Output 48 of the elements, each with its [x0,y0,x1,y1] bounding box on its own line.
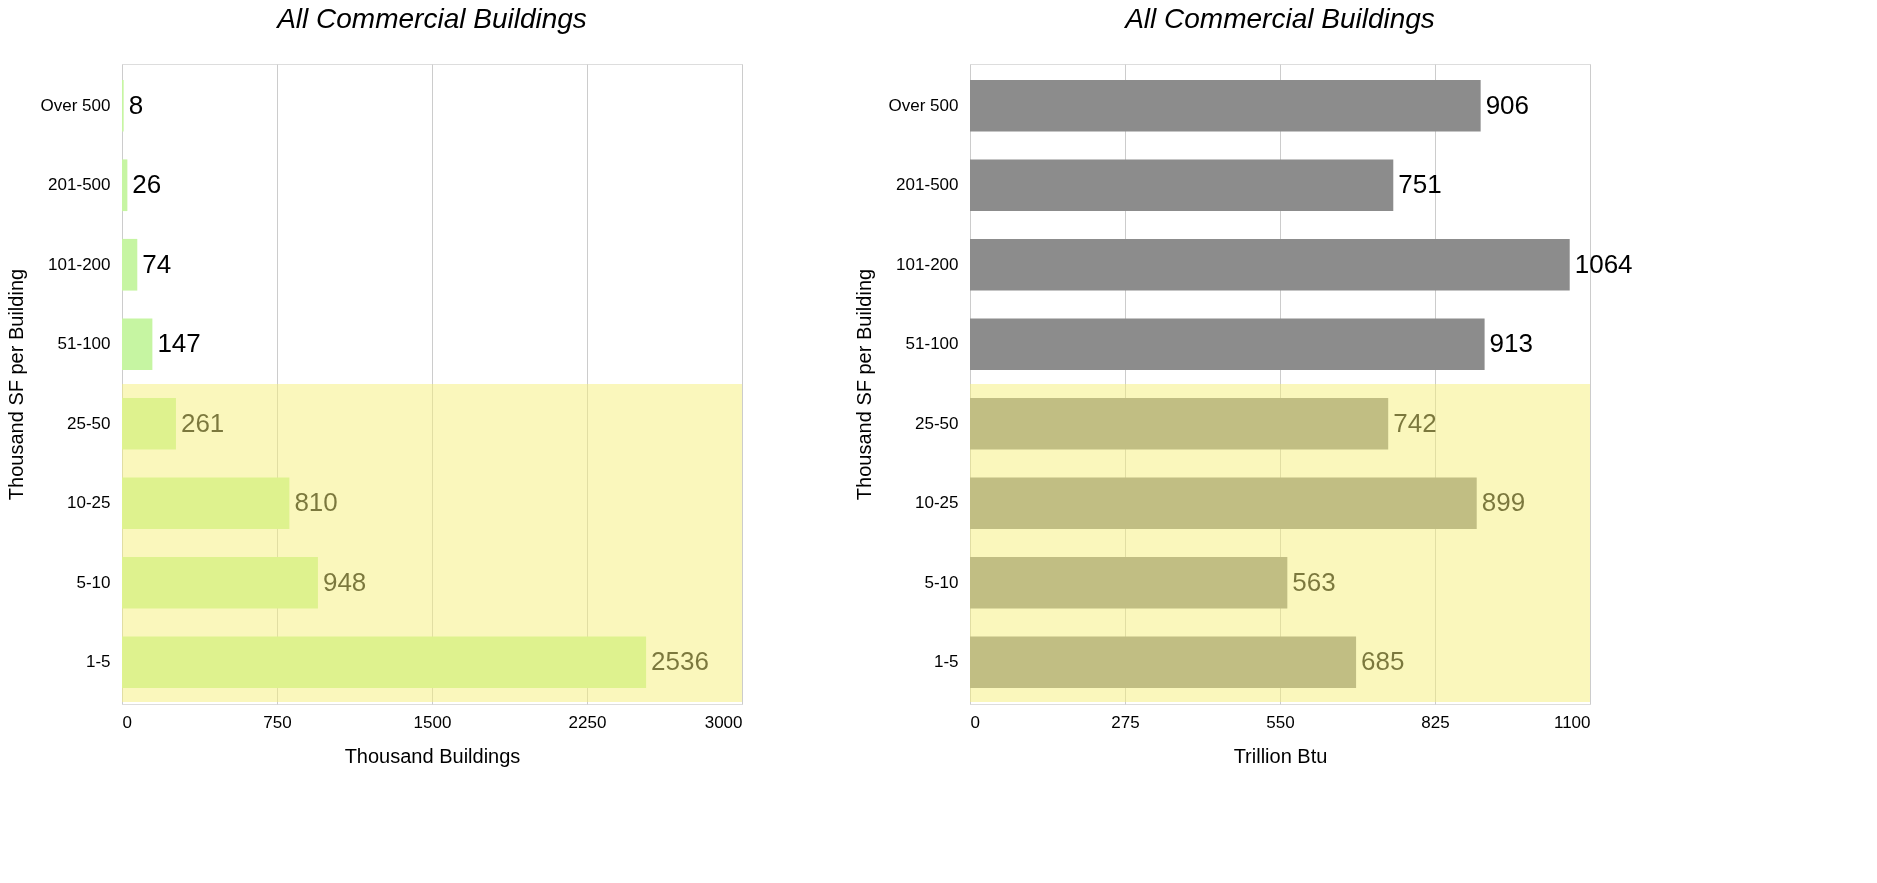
chart-title: All Commercial Buildings [1123,3,1435,34]
data-label: 26 [132,169,162,200]
x-tick-label: 1100 [1553,712,1591,732]
data-label: 563 [1292,566,1336,597]
data-label: 685 [1361,646,1405,677]
data-label: 899 [1481,487,1526,518]
data-label: 1064 [1574,248,1633,279]
y-tick-label: 10-25 [915,493,959,513]
data-label: 261 [180,407,225,438]
y-tick-label: Over 500 [888,95,959,115]
y-tick-label: Over 500 [40,95,111,115]
x-tick-label: 0 [122,712,132,732]
x-tick-label: 2250 [568,712,607,732]
data-label: 74 [142,248,172,279]
data-label: 810 [294,487,338,518]
y-tick-label: 1-5 [933,652,959,672]
data-label: 2536 [651,646,709,677]
x-tick-label: 275 [1111,712,1140,732]
y-tick-label: 51-100 [905,334,959,354]
y-tick-label: 201-500 [896,175,959,195]
y-tick-label: 101-200 [896,254,959,274]
x-tick-label: 3000 [704,712,743,732]
y-axis-title: Thousand SF per Building [4,268,27,501]
x-tick-label: 750 [263,712,292,732]
y-tick-label: 51-100 [57,334,111,354]
y-tick-label: 5-10 [924,572,959,592]
x-tick-label: 0 [970,712,980,732]
x-axis-title: Trillion Btu [1233,744,1328,767]
y-tick-label: 10-25 [67,493,111,513]
y-tick-label: 5-10 [76,572,111,592]
data-label: 751 [1398,169,1442,200]
data-label: 906 [1485,89,1530,120]
data-label: 742 [1393,407,1437,438]
chart-title: All Commercial Buildings [275,3,587,34]
data-label: 147 [157,328,201,359]
y-tick-label: 25-50 [67,413,111,433]
x-tick-label: 825 [1421,712,1450,732]
data-label: 8 [128,89,144,120]
y-axis-title: Thousand SF per Building [852,268,875,501]
x-tick-label: 550 [1266,712,1295,732]
y-tick-label: 1-5 [85,652,111,672]
data-label: 948 [322,566,367,597]
x-axis-title: Thousand Buildings [344,744,521,767]
y-tick-label: 101-200 [48,254,111,274]
y-tick-label: 25-50 [915,413,959,433]
y-tick-label: 201-500 [48,175,111,195]
data-label: 913 [1489,328,1533,359]
x-tick-label: 1500 [413,712,452,732]
